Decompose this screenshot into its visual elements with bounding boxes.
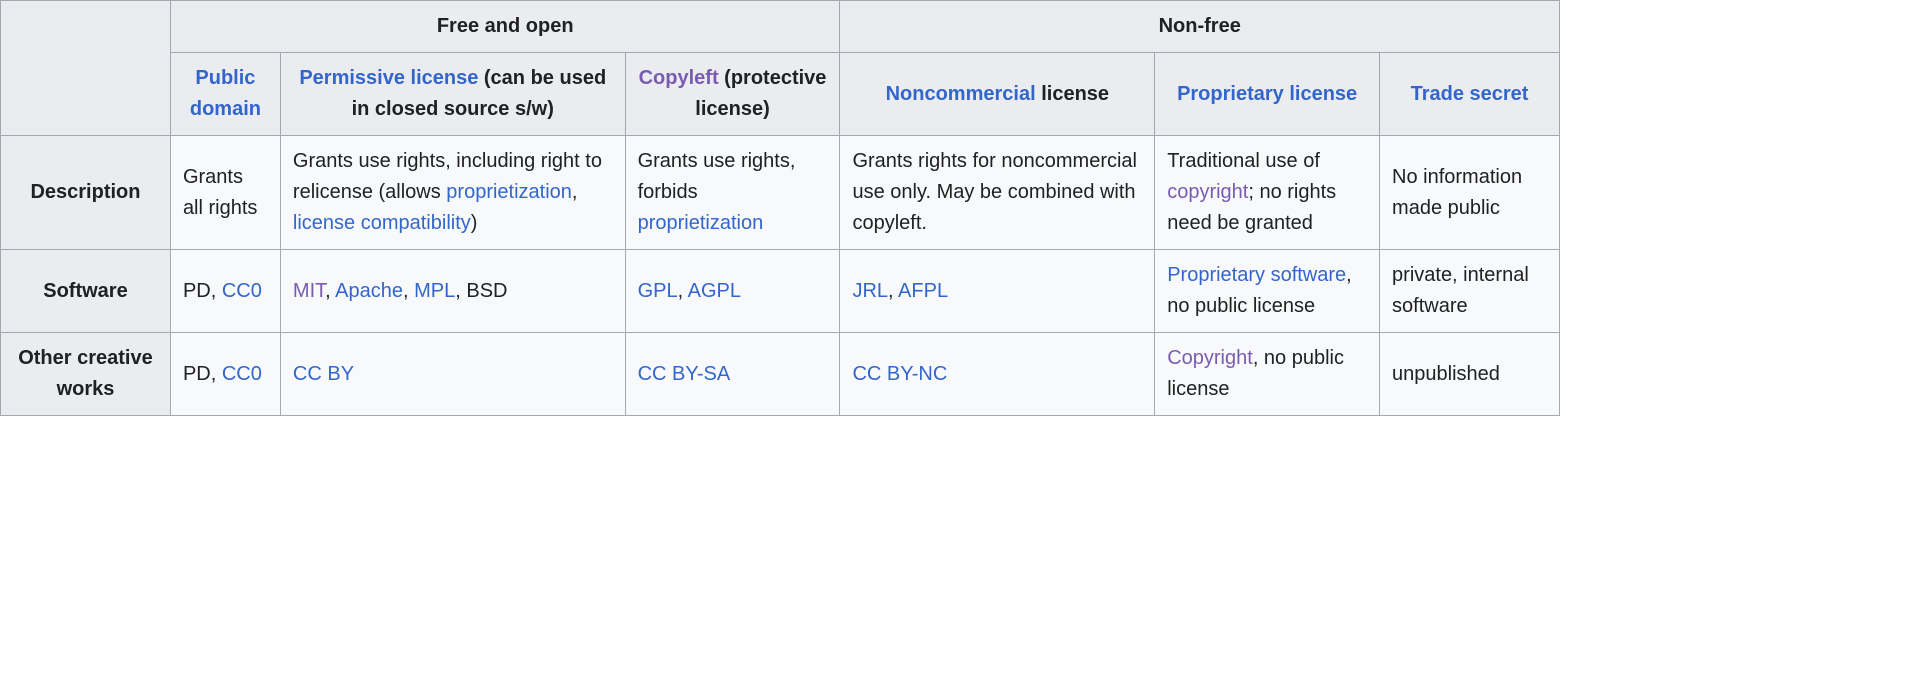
- public-domain-link[interactable]: Public domain: [190, 67, 261, 120]
- permissive-license-link[interactable]: Permissive license: [299, 67, 478, 89]
- text: PD,: [183, 280, 222, 302]
- col-permissive: Permissive license (can be used in close…: [280, 53, 625, 136]
- cell-desc-trade-secret: No information made public: [1380, 136, 1560, 250]
- col-noncommercial: Noncommercial license: [840, 53, 1155, 136]
- cell-desc-proprietary: Traditional use of copyright; no rights …: [1155, 136, 1380, 250]
- cc0-link[interactable]: CC0: [222, 280, 262, 302]
- afpl-link[interactable]: AFPL: [898, 280, 948, 302]
- cell-other-proprietary: Copyright, no public license: [1155, 333, 1380, 416]
- mpl-link[interactable]: MPL: [414, 280, 455, 302]
- text: PD,: [183, 363, 222, 385]
- apache-link[interactable]: Apache: [335, 280, 403, 302]
- cell-desc-permissive: Grants use rights, including right to re…: [280, 136, 625, 250]
- cell-desc-noncommercial: Grants rights for noncommercial use only…: [840, 136, 1155, 250]
- noncommercial-link[interactable]: Noncommercial: [886, 83, 1036, 105]
- proprietization-link[interactable]: proprietization: [446, 181, 572, 203]
- jrl-link[interactable]: JRL: [852, 280, 888, 302]
- license-comparison-table: Free and open Non-free Public domain Per…: [0, 0, 1560, 416]
- cell-other-trade-secret: unpublished: [1380, 333, 1560, 416]
- mit-link[interactable]: MIT: [293, 280, 325, 302]
- cell-sw-copyleft: GPL, AGPL: [625, 250, 840, 333]
- cell-sw-proprietary: Proprietary software, no public license: [1155, 250, 1380, 333]
- text: ,: [572, 181, 578, 203]
- cell-other-permissive: CC BY: [280, 333, 625, 416]
- text: ): [471, 212, 478, 234]
- cc-by-nc-link[interactable]: CC BY-NC: [852, 363, 947, 385]
- cell-desc-copyleft: Grants use rights, forbids proprietizati…: [625, 136, 840, 250]
- cell-sw-noncommercial: JRL, AFPL: [840, 250, 1155, 333]
- col-public-domain: Public domain: [170, 53, 280, 136]
- row-other-works: Other creative works PD, CC0 CC BY CC BY…: [1, 333, 1560, 416]
- license-compatibility-link[interactable]: license compatibility: [293, 212, 471, 234]
- text: ,: [678, 280, 688, 302]
- trade-secret-link[interactable]: Trade secret: [1411, 83, 1529, 105]
- text: ,: [888, 280, 898, 302]
- rowlabel-description: Description: [1, 136, 171, 250]
- rowlabel-software: Software: [1, 250, 171, 333]
- copyright-link[interactable]: copyright: [1167, 181, 1248, 203]
- rowlabel-other-works: Other creative works: [1, 333, 171, 416]
- col-trade-secret: Trade secret: [1380, 53, 1560, 136]
- cell-sw-pd: PD, CC0: [170, 250, 280, 333]
- group-free-open: Free and open: [170, 1, 840, 53]
- col-copyleft: Copyleft (protective license): [625, 53, 840, 136]
- text: , BSD: [455, 280, 507, 302]
- proprietization-link[interactable]: proprietization: [638, 212, 764, 234]
- text: Traditional use of: [1167, 150, 1320, 172]
- cell-other-copyleft: CC BY-SA: [625, 333, 840, 416]
- cell-other-pd: PD, CC0: [170, 333, 280, 416]
- corner-cell: [1, 1, 171, 136]
- column-header-row: Public domain Permissive license (can be…: [1, 53, 1560, 136]
- cc-by-link[interactable]: CC BY: [293, 363, 354, 385]
- copyleft-link[interactable]: Copyleft: [639, 67, 719, 89]
- cell-other-noncommercial: CC BY-NC: [840, 333, 1155, 416]
- cell-desc-pd: Grants all rights: [170, 136, 280, 250]
- agpl-link[interactable]: AGPL: [688, 280, 741, 302]
- cc0-link[interactable]: CC0: [222, 363, 262, 385]
- row-description: Description Grants all rights Grants use…: [1, 136, 1560, 250]
- cc-by-sa-link[interactable]: CC BY-SA: [638, 363, 731, 385]
- col-proprietary: Proprietary license: [1155, 53, 1380, 136]
- text: ,: [403, 280, 414, 302]
- cell-sw-permissive: MIT, Apache, MPL, BSD: [280, 250, 625, 333]
- gpl-link[interactable]: GPL: [638, 280, 678, 302]
- cell-sw-trade-secret: private, internal software: [1380, 250, 1560, 333]
- row-software: Software PD, CC0 MIT, Apache, MPL, BSD G…: [1, 250, 1560, 333]
- proprietary-software-link[interactable]: Proprietary software: [1167, 264, 1346, 286]
- group-header-row: Free and open Non-free: [1, 1, 1560, 53]
- proprietary-license-link[interactable]: Proprietary license: [1177, 83, 1357, 105]
- group-non-free: Non-free: [840, 1, 1560, 53]
- copyright-link[interactable]: Copyright: [1167, 347, 1253, 369]
- text: Grants use rights, forbids: [638, 150, 796, 203]
- col-noncommercial-suffix: license: [1036, 83, 1109, 105]
- text: ,: [325, 280, 335, 302]
